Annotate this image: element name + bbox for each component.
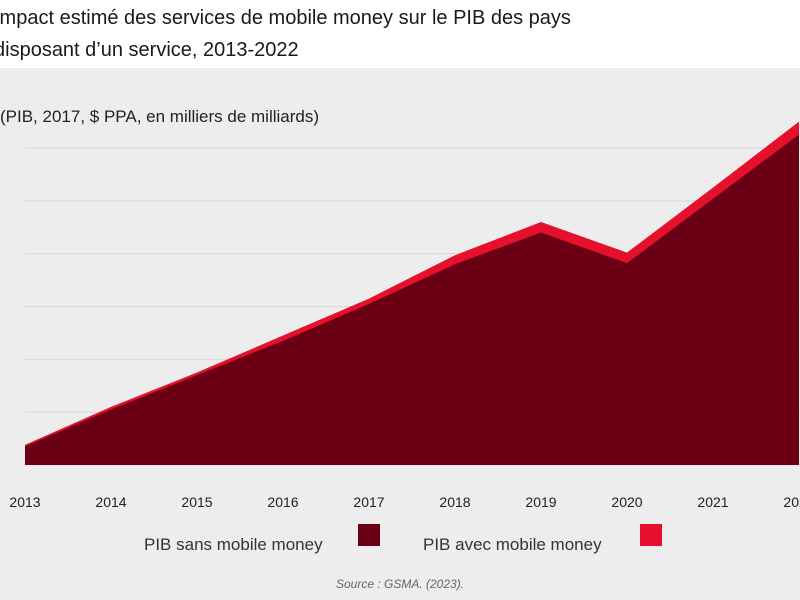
x-tick-label: 2014 (95, 494, 126, 510)
x-tick-label: 2015 (181, 494, 212, 510)
area-pib-sans-mobile-money (25, 134, 799, 465)
legend-swatch-sans (358, 524, 380, 546)
legend-swatch-avec (640, 524, 662, 546)
x-tick-label: 2017 (353, 494, 384, 510)
x-tick-label: 2020 (611, 494, 642, 510)
legend-label-avec: PIB avec mobile money (423, 535, 602, 554)
x-tick-label: 2018 (439, 494, 470, 510)
x-axis-tick-labels: 2013 2014 2015 2016 2017 2018 2019 2020 2021 2022 (9, 494, 800, 510)
y-axis-unit-label: (PIB, 2017, $ PPA, en milliers de millia… (0, 107, 320, 126)
x-tick-label: 2016 (267, 494, 298, 510)
title-band: Impact estimé des services de mobile mon… (0, 0, 800, 68)
x-tick-label: 2019 (525, 494, 556, 510)
legend-label-sans: PIB sans mobile money (144, 535, 323, 554)
source-note: Source : GSMA. (2023). (335, 577, 465, 591)
x-tick-label: 2021 (697, 494, 728, 510)
x-tick-label: 2013 (9, 494, 40, 510)
x-tick-label: 2022 (783, 494, 800, 510)
chart-title-line-1: Impact estimé des services de mobile mon… (0, 7, 571, 29)
chart-title-line-2: disposant d’un service, 2013-2022 (0, 39, 299, 61)
